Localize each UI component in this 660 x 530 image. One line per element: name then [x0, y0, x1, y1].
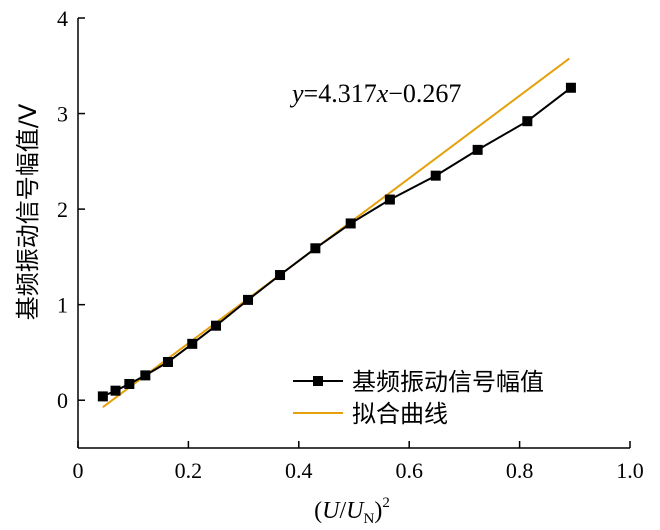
data-point [187, 338, 198, 349]
y-tick-label: 4 [57, 6, 68, 31]
legend-label-series-1: 基频振动信号幅值 [352, 368, 544, 396]
axes [77, 17, 631, 449]
legend-marker-series-1 [313, 376, 323, 386]
y-tick-label: 0 [57, 388, 68, 413]
data-point [430, 170, 441, 181]
data-point [345, 218, 356, 229]
x-tick-label: 1.0 [616, 458, 644, 483]
data-point [384, 194, 395, 205]
data-point [522, 116, 533, 127]
x-tick-label: 0.6 [395, 458, 423, 483]
data-point [140, 370, 151, 381]
data-point [275, 270, 286, 281]
y-tick-labels: 0 1 2 3 4 [57, 6, 68, 413]
data-point [310, 243, 321, 254]
x-tick-label: 0.4 [285, 458, 313, 483]
data-point [565, 82, 576, 93]
data-point [243, 294, 254, 305]
x-axis-title: (U/UN)2 [314, 495, 390, 527]
y-tick-label: 1 [57, 293, 68, 318]
data-point [110, 385, 121, 396]
x-tick-label: 0.8 [506, 458, 534, 483]
data-point [211, 320, 221, 331]
data-point [162, 357, 173, 367]
data-point [97, 391, 108, 402]
legend-label-fit: 拟合曲线 [352, 400, 448, 428]
y-tick-label: 2 [57, 197, 68, 222]
y-axis-title: 基频振动信号幅值/V [14, 103, 42, 320]
fit-equation: y=4.317x−0.267 [289, 79, 461, 108]
x-tick-label: 0.2 [175, 458, 203, 483]
data-series-layer [97, 82, 576, 402]
legend: 基频振动信号幅值 拟合曲线 [293, 368, 544, 428]
data-point [472, 144, 483, 155]
x-tick-labels: 0 0.2 0.4 0.6 0.8 1.0 [73, 458, 644, 483]
x-tick-label: 0 [73, 458, 84, 483]
y-tick-label: 3 [57, 102, 68, 127]
series-line [102, 87, 572, 398]
data-point [124, 378, 135, 389]
